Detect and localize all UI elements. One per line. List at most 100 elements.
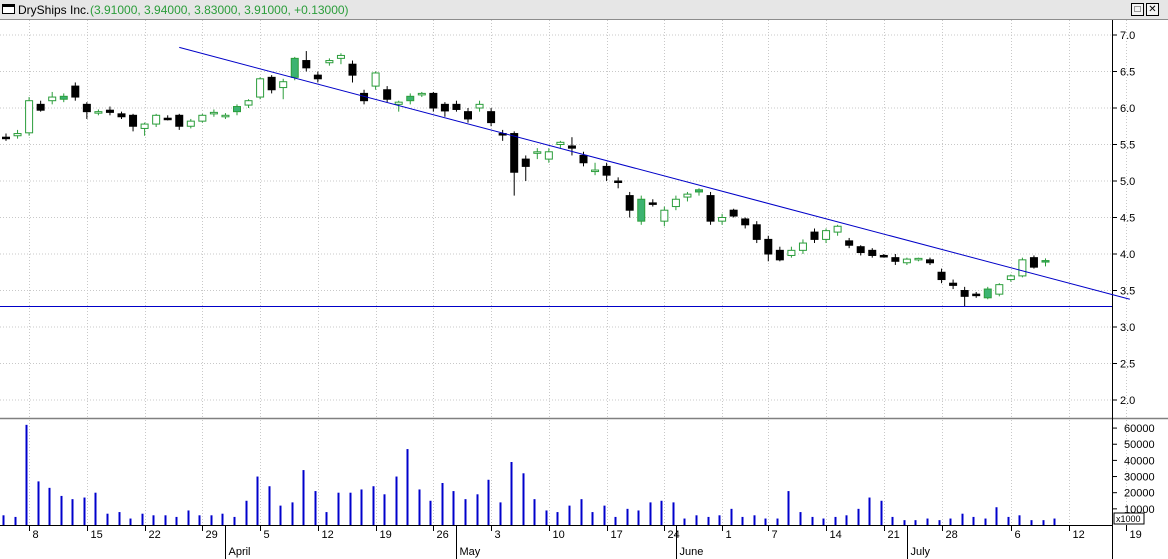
candle-body [302,60,311,69]
candle-body [464,111,472,120]
candle-body [983,288,992,299]
restore-button[interactable]: □ [1131,3,1144,16]
candle-body [233,106,241,113]
chart-grid [0,20,1127,525]
date-tick-label: 12 [322,529,334,541]
stock-chart[interactable]: 7.0 6.5 6.0 5.5 5.0 4.5 4.0 3.5 3.0 2.5 2.0 60000 5… [0,20,1168,559]
candles [2,51,1050,307]
candle-body [949,282,958,286]
candle-body [926,259,934,264]
candle-body [567,145,576,149]
volume-tick-label: 60000 [1124,423,1155,435]
candle-body [279,81,288,89]
candle-body [186,120,195,127]
volume-bars [2,424,1056,525]
date-tick-label: 26 [437,529,449,541]
price-tick-label: 6.5 [1120,67,1135,79]
candle-body [625,195,634,211]
candle-body [2,136,10,140]
candle-body [1041,260,1050,263]
month-label: June [680,546,704,558]
candle-body [995,284,1004,295]
candle-body [1029,257,1038,268]
date-tick-label: 29 [206,529,218,541]
candle-body [972,293,981,297]
candle-body [533,151,542,154]
candle-body [198,114,207,122]
candle-body [510,133,519,173]
date-tick-label: 3 [495,529,501,541]
candle-body [591,169,600,173]
date-tick-label: 1 [726,529,732,541]
candle-body [71,85,80,98]
candle-body [787,249,796,256]
candle-body [325,60,334,64]
candle-body [1018,259,1027,277]
date-tick-label: 17 [611,529,623,541]
price-tick-label: 4.0 [1120,249,1135,261]
unit-box [1113,512,1145,525]
price-tick-label: 3.5 [1120,286,1135,298]
candle-body [82,103,91,113]
candle-body [521,158,530,167]
candle-body [614,180,623,183]
candle-body [417,92,426,96]
candle-body [1006,275,1015,281]
candle-body [856,246,865,254]
candle-body [683,193,692,198]
candle-body [891,257,900,262]
volume-tick-label: 50000 [1124,439,1155,451]
candle-body [579,154,588,164]
restore-icon: □ [1134,4,1141,15]
candle-body [36,103,45,111]
volume-unit-label: x1000 [1116,514,1141,524]
chart-frame [0,20,1168,559]
candle-body [556,141,565,145]
date-tick-label: 5 [264,529,270,541]
candle-body [256,78,265,98]
candle-body [163,117,172,121]
date-tick-label: 28 [946,529,958,541]
price-tick-label: 7.0 [1120,30,1135,42]
candle-body [671,198,680,208]
candle-body [741,218,750,226]
candle-body [48,96,57,102]
price-tick-label: 5.0 [1120,176,1135,188]
candle-body [406,95,415,102]
candle-body [140,123,149,129]
price-tick-label: 5.5 [1120,140,1135,152]
candle-body [775,249,784,261]
close-button[interactable]: ✕ [1146,3,1159,16]
candle-body [348,63,357,76]
candle-body [105,109,114,113]
candle-body [718,217,727,222]
candle-body [879,254,888,258]
date-tick-label: 24 [668,529,680,541]
candle-body [25,100,34,134]
downtrend-line [179,46,1130,300]
candle-body [845,240,854,246]
date-tick-label: 15 [91,529,103,541]
candle-body [544,151,553,160]
candle-body [810,231,819,240]
candle-body [440,103,449,112]
candle-body [244,100,253,106]
candle-body [752,224,761,240]
price-tick-label: 3.0 [1120,322,1135,334]
date-axis: 815222951219263101724171421286121926Apri… [29,525,1142,559]
candle-body [764,238,773,255]
date-tick-label: 10 [553,529,565,541]
date-tick-label: 21 [888,529,900,541]
candle-body [290,57,299,78]
date-tick-label: 6 [1015,529,1021,541]
candle-body [429,92,438,109]
candle-body [371,72,380,87]
candle-body [822,230,831,240]
candle-body [59,95,68,100]
volume-tick-label: 40000 [1124,455,1155,467]
date-tick-label: 7 [772,529,778,541]
candle-body [660,209,669,222]
candle-body [336,54,345,59]
candle-body [729,209,738,217]
